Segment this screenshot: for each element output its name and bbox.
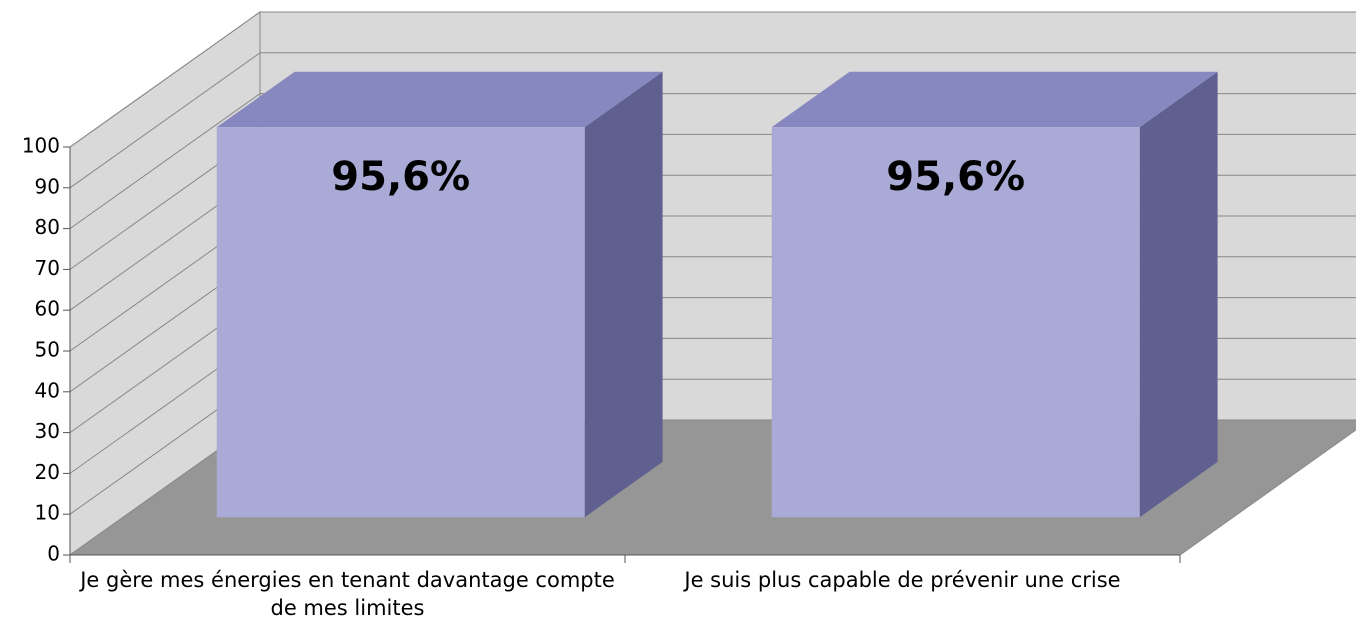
- grid-line: [69, 52, 1356, 189]
- y-tick-label: 50: [35, 338, 60, 362]
- y-tick-label: 10: [35, 501, 60, 525]
- y-tick-label: 30: [35, 419, 60, 443]
- bar-top: [216, 71, 663, 128]
- y-tick-label: 70: [35, 256, 60, 280]
- y-tick-label: 60: [35, 297, 60, 321]
- data-label: 95,6%: [331, 154, 470, 200]
- y-tick-label: 20: [35, 460, 60, 484]
- x-tick-label: Je gère mes énergies en tenant davantage…: [80, 568, 615, 620]
- y-tick-label: 100: [22, 134, 60, 158]
- grid-line: [69, 11, 1356, 148]
- y-tick-label: 80: [35, 215, 60, 239]
- data-label: 95,6%: [886, 154, 1025, 200]
- bar-side: [584, 71, 663, 518]
- y-tick-label: 0: [47, 542, 60, 566]
- bar: [216, 127, 585, 518]
- y-tick-label: 40: [35, 378, 60, 402]
- bar: [771, 127, 1140, 518]
- bar-side: [1139, 71, 1218, 518]
- y-tick-label: 90: [35, 174, 60, 198]
- x-tick-label: Je suis plus capable de prévenir une cri…: [684, 568, 1121, 592]
- bar-top: [771, 71, 1218, 128]
